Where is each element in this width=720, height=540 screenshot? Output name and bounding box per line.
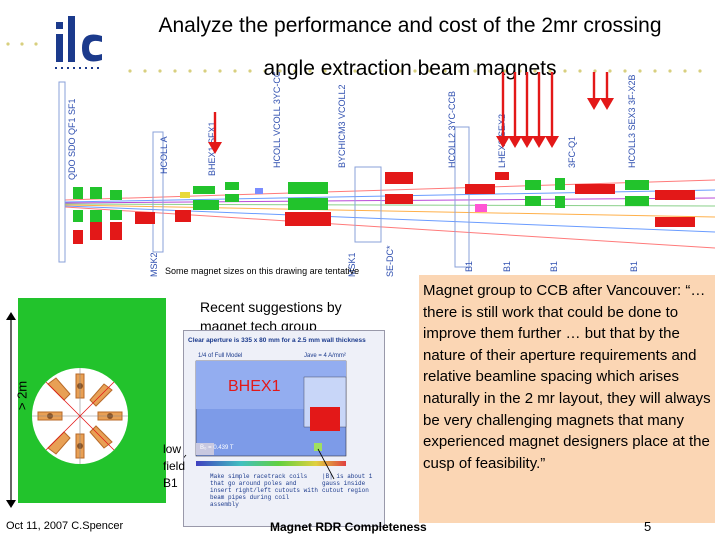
label-b1-c: B1: [549, 261, 559, 272]
plot-note-right: |B| is about 1 gauss inside cutout regio…: [322, 473, 373, 494]
title-underline-dots: [128, 69, 702, 73]
ilc-logo-icon: [55, 16, 102, 69]
red-arrow-icon: [600, 72, 614, 110]
label-3fc-q1: 3FC-Q1: [567, 136, 577, 168]
red-arrow-icon: [208, 112, 222, 154]
plot-header-2: 1/4 of Full Model: [198, 353, 242, 359]
title-line-2: angle extraction beam magnets: [263, 57, 557, 80]
slide-title: Analyze the performance and cost of the …: [105, 4, 715, 90]
plot-current-density: Jave = 4 A/mm²: [304, 353, 346, 359]
red-arrow-icon: [587, 72, 601, 110]
beamline-bottom-labels: MSK2 MSK1 SE-DC* B1 B1 B1 B1: [149, 245, 639, 277]
footer-title: Magnet RDR Completeness: [270, 520, 427, 534]
label-hcoll2: HCOLL2 3YC-CCB: [447, 91, 457, 168]
label-b1-b: B1: [502, 261, 512, 272]
beamline-outline-elements: [58, 81, 470, 268]
tentative-note: Some magnet sizes on this drawing are te…: [165, 266, 360, 276]
red-arrow-icon: [532, 72, 546, 148]
low-field-line-3: B1: [163, 476, 178, 490]
plot-header-1: Clear aperture is 335 x 80 mm for a 2.5 …: [188, 337, 366, 344]
magnet-field-plot: Clear aperture is 335 x 80 mm for a 2.5 …: [163, 330, 385, 527]
low-field-line-2: field: [163, 459, 186, 473]
small-elements: [180, 188, 487, 212]
red-arrow-icon: [508, 72, 522, 148]
size-label: > 2m: [14, 380, 30, 411]
red-arrow-icon: [496, 72, 510, 148]
red-arrow-icon: [545, 72, 559, 148]
beamline-layout-drawing: QDO SDO QF1 SF1 HCOLL A BHEX1 SFX1 HCOLL…: [58, 72, 715, 277]
quote-box: Magnet group to CCB after Vancouver: “…t…: [419, 275, 715, 523]
plot-field-label: B₀ = 0.439 T: [200, 445, 234, 451]
left-dots: [6, 42, 38, 46]
label-hcoll3: HCOLL3 SEX3 3F-X2B 3YIN1: [627, 72, 637, 168]
label-hcoll-vcoll: HCOLL VCOLL 3YC-CCB: [272, 72, 282, 168]
size-arrow-icon: [6, 312, 16, 508]
red-arrow-icon: [520, 72, 534, 148]
label-hcoll-a: HCOLL A: [159, 136, 169, 174]
label-b1-d: B1: [629, 261, 639, 272]
bhex-label: BHEX1: [228, 378, 281, 395]
red-arrows: [208, 72, 614, 154]
low-field-line-1: low: [163, 442, 182, 456]
red-magnets: [73, 172, 695, 244]
label-msk2: MSK2: [149, 252, 159, 277]
footer-date-author: Oct 11, 2007 C.Spencer: [6, 520, 124, 532]
magnet-fieldmap-image: [18, 298, 166, 503]
green-magnets: [73, 178, 649, 222]
quote-text: Magnet group to CCB after Vancouver: “…t…: [423, 282, 711, 472]
label-b1-a: B1: [464, 261, 474, 272]
label-qdo: QDO SDO QF1 SF1: [67, 98, 77, 180]
plot-note-left: Make simple racetrack coils that go arou…: [210, 473, 319, 508]
page-number: 5: [644, 519, 652, 534]
label-se-dc: SE-DC*: [385, 245, 395, 277]
title-line-1: Analyze the performance and cost of the …: [158, 14, 662, 37]
label-msk1: MSK1: [347, 252, 357, 277]
label-bychicm3: BYCHICM3 VCOLL2: [337, 84, 347, 168]
low-field-label: low field B1: [163, 441, 185, 492]
